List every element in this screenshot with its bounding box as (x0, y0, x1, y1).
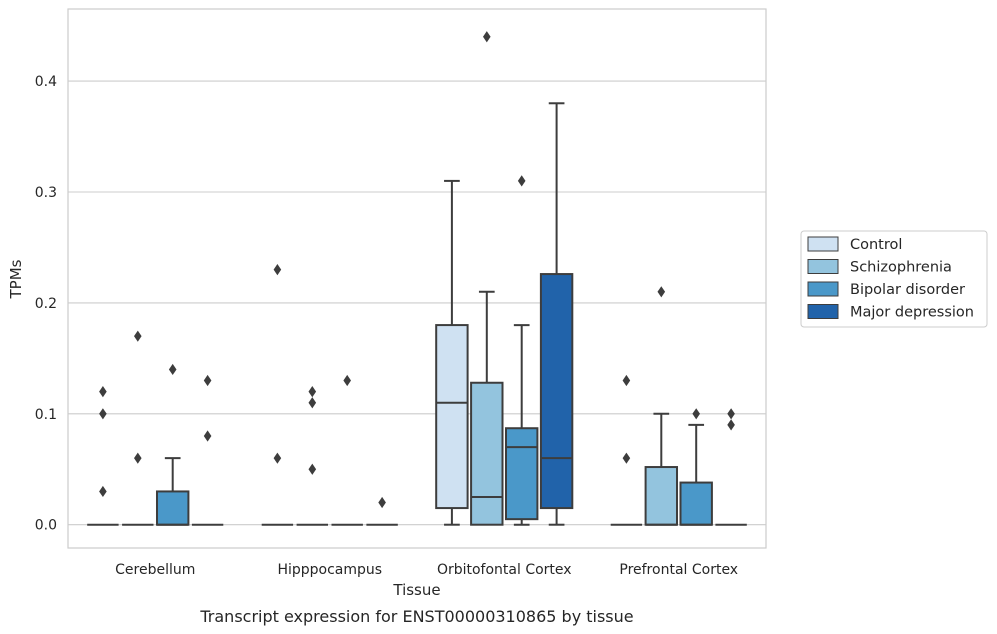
box-major-depression (539, 102, 574, 526)
box-body (644, 466, 679, 526)
box-control (610, 374, 643, 526)
outlier-point (168, 363, 177, 376)
outlier-point (622, 374, 631, 387)
box-body (539, 273, 574, 510)
box-schizophrenia (122, 330, 154, 526)
legend-label: Control (850, 237, 902, 253)
box-control (261, 264, 294, 526)
box-control (435, 179, 469, 526)
legend-swatch (807, 236, 839, 252)
box-body (470, 381, 504, 526)
box-bipolar-disorder (155, 363, 190, 526)
box-schizophrenia (296, 386, 329, 526)
box-major-depression (715, 408, 747, 526)
outlier-point (483, 31, 491, 43)
box-schizophrenia (644, 286, 679, 526)
outlier-point (203, 374, 212, 387)
x-tick-labels: Cerebellum Hipppocampus Orbitofontal Corte… (115, 562, 738, 578)
outlier-point (308, 397, 317, 409)
box-control (87, 386, 119, 526)
box-body (155, 490, 190, 526)
outlier-point (517, 175, 526, 187)
legend-swatch (807, 281, 839, 297)
y-tick-label: 0.4 (35, 74, 57, 90)
outlier-point (99, 386, 107, 398)
outlier-point (622, 452, 631, 464)
box-bipolar-disorder (679, 408, 713, 526)
box-bipolar-disorder (504, 175, 539, 526)
plot-frame (67, 8, 767, 549)
legend-label: Bipolar disorder (850, 282, 965, 298)
legend-swatch (807, 304, 839, 319)
x-axis-label: Tissue (392, 581, 440, 599)
outlier-point (134, 452, 142, 464)
outlier-point (692, 408, 700, 420)
legend-label: Major depression (850, 305, 974, 321)
x-tick-label: Orbitofontal Cortex (437, 562, 572, 578)
outlier-point (134, 330, 142, 342)
outlier-point (727, 408, 735, 420)
legend-frame (800, 230, 988, 328)
outlier-point (343, 374, 351, 387)
y-tick-label: 0.1 (35, 407, 57, 423)
outlier-point (273, 264, 282, 276)
box-bipolar-disorder (331, 374, 363, 526)
y-tick-label: 0.2 (35, 296, 57, 312)
outlier-point (203, 430, 212, 442)
outlier-point (727, 419, 735, 431)
outlier-point (99, 485, 107, 498)
legend-swatch (807, 259, 839, 274)
outlier-point (99, 408, 107, 420)
box-body (504, 427, 539, 521)
legend-label: Schizophrenia (850, 260, 952, 276)
box-major-depression (191, 374, 224, 526)
outlier-point (378, 496, 386, 509)
outlier-point (308, 463, 317, 475)
box-body (679, 481, 713, 526)
y-tick-labels: 0.0 0.1 0.2 0.3 0.4 (35, 74, 57, 534)
x-tick-label: Hipppocampus (277, 562, 382, 578)
box-schizophrenia (470, 31, 504, 526)
box-major-depression (366, 496, 398, 526)
legend: Control Schizophrenia Bipolar disorder Majo… (800, 230, 988, 328)
outlier-point (308, 386, 317, 398)
outlier-point (657, 286, 666, 298)
y-tick-label: 0.0 (35, 518, 57, 534)
x-tick-label: Cerebellum (115, 562, 195, 578)
box-plot-area (87, 31, 747, 526)
box-body (435, 324, 469, 510)
outlier-point (273, 452, 282, 464)
y-tick-label: 0.3 (35, 185, 57, 201)
x-tick-label: Prefrontal Cortex (619, 562, 738, 578)
chart-caption: Transcript expression for ENST0000031086… (199, 607, 633, 626)
y-axis-label: TPMs (7, 259, 25, 299)
